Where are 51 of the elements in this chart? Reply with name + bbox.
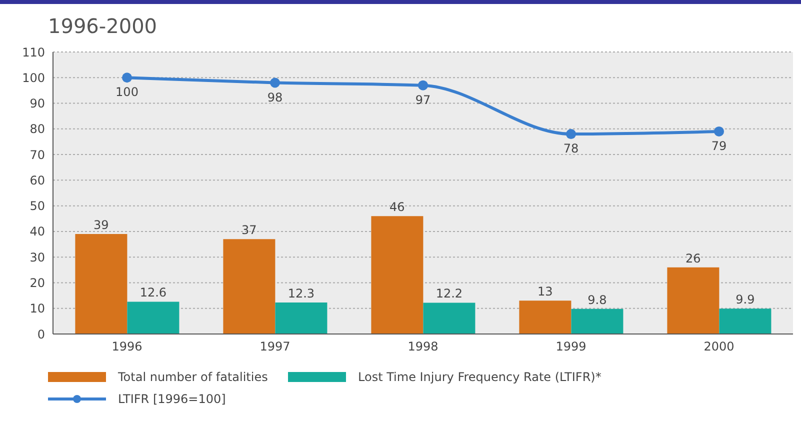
x-tick-label: 1998 (408, 340, 438, 354)
data-label: 12.3 (288, 286, 315, 300)
data-label: 79 (711, 138, 727, 153)
bar (223, 239, 276, 334)
bar (371, 216, 424, 334)
data-label: 39 (94, 218, 109, 232)
y-tick-label: 40 (30, 224, 45, 239)
y-tick-label: 100 (22, 70, 45, 85)
point (122, 72, 132, 83)
x-tick-label: 2000 (704, 340, 734, 354)
bar (127, 302, 180, 334)
y-tick-label: 60 (30, 173, 45, 188)
chart-title: 1996-2000 (47, 13, 158, 40)
bar (519, 300, 572, 334)
data-label: 37 (242, 223, 257, 238)
bar (275, 302, 328, 334)
point (270, 78, 280, 88)
data-label: 78 (563, 142, 579, 156)
legend-label: LTIFR [1996=100] (118, 392, 226, 406)
data-label: 9.8 (588, 292, 607, 307)
data-label: 26 (686, 251, 701, 266)
x-tick-label: 1997 (260, 340, 290, 354)
point (714, 126, 724, 136)
data-label: 12.6 (140, 286, 167, 300)
data-label: 98 (267, 90, 283, 104)
data-label: 46 (390, 200, 405, 214)
bar (719, 308, 772, 334)
data-label: 12.2 (436, 286, 463, 301)
point (566, 129, 576, 140)
legend-label: Lost Time Injury Frequency Rate (LTIFR)* (358, 370, 602, 384)
y-tick-label: 50 (30, 199, 45, 214)
y-tick-label: 0 (37, 327, 45, 342)
data-label: 9.9 (736, 292, 755, 307)
y-tick-label: 70 (30, 148, 45, 162)
y-tick-label: 110 (22, 45, 45, 60)
bar (75, 234, 128, 334)
bar (667, 267, 720, 334)
point (418, 80, 428, 90)
data-label: 13 (538, 284, 553, 299)
bar (571, 308, 624, 334)
data-label: 100 (116, 85, 138, 100)
x-tick-label: 1999 (556, 340, 586, 354)
legend-label: Total number of fatalities (118, 370, 268, 384)
x-tick-label: 1996 (112, 340, 142, 354)
y-tick-label: 90 (30, 96, 45, 111)
bar (423, 302, 476, 334)
y-tick-label: 20 (30, 276, 45, 290)
y-tick-label: 80 (30, 122, 45, 136)
y-tick-label: 10 (30, 302, 45, 316)
data-label: 97 (415, 92, 431, 107)
y-tick-label: 30 (30, 250, 45, 264)
